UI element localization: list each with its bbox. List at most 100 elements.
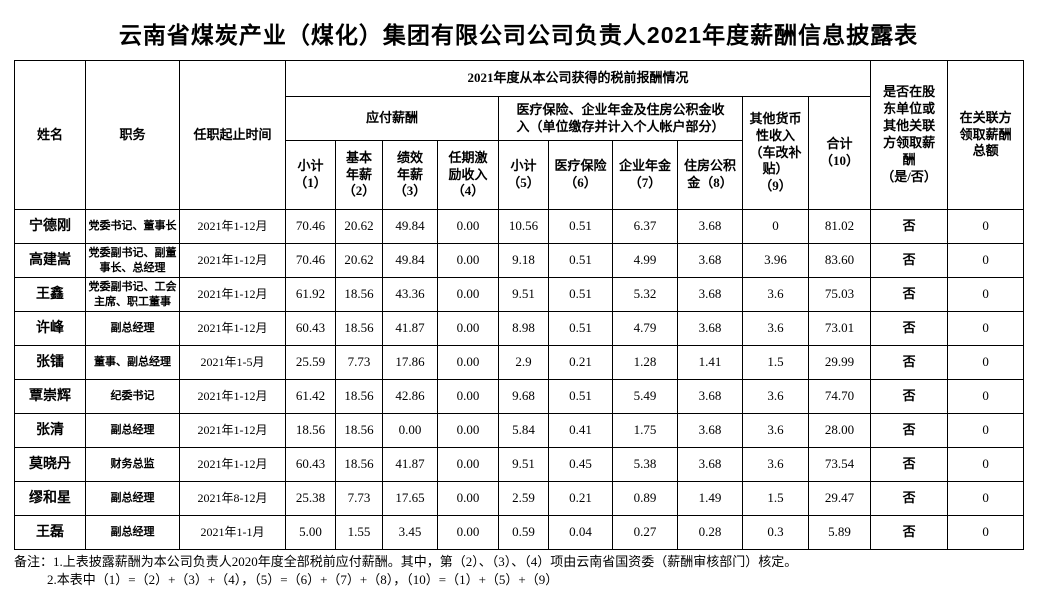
cell-base-salary: 20.62 <box>335 243 383 278</box>
col-header-housing-fund: 住房公积 金（8） <box>677 140 743 210</box>
table-row: 莫晓丹 财务总监 2021年1-12月 60.43 18.56 41.87 0.00 9.51… <box>14 447 1025 482</box>
col-header-tenure-incentive: 任期激 励收入 （4） <box>437 140 499 210</box>
cell-enterprise-annuity: 4.79 <box>612 311 678 346</box>
cell-name: 王鑫 <box>14 277 86 312</box>
col-header-enterprise-annuity: 企业年金 （7） <box>612 140 678 210</box>
col-header-related-flag: 是否在股 东单位或 其他关联 方领取薪 酬 （是/否） <box>870 60 949 210</box>
cell-related-party-amount: 0 <box>947 447 1025 482</box>
cell-housing-fund: 3.68 <box>677 277 743 312</box>
cell-term: 2021年8-12月 <box>179 481 286 516</box>
cell-medical-insurance: 0.51 <box>548 379 613 414</box>
cell-performance-salary: 0.00 <box>382 413 438 448</box>
table-row: 王磊 副总经理 2021年1-1月 5.00 1.55 3.45 0.00 0.59 0.04 0… <box>14 515 1025 550</box>
cell-name: 高建嵩 <box>14 243 86 278</box>
cell-medical-insurance: 0.21 <box>548 481 613 516</box>
cell-subtotal-5: 5.84 <box>498 413 549 448</box>
table-body: 宁德刚 党委书记、董事长 2021年1-12月 70.46 20.62 49.84 0.00… <box>14 209 1025 550</box>
cell-subtotal-1: 70.46 <box>285 243 336 278</box>
cell-related-party-amount: 0 <box>947 413 1025 448</box>
cell-medical-insurance: 0.21 <box>548 345 613 380</box>
cell-position: 党委副书记、工会主席、职工董事 <box>85 277 180 312</box>
cell-medical-insurance: 0.41 <box>548 413 613 448</box>
table-row: 宁德刚 党委书记、董事长 2021年1-12月 70.46 20.62 49.84 0.00… <box>14 209 1025 244</box>
cell-related-party-amount: 0 <box>947 515 1025 550</box>
cell-housing-fund: 3.68 <box>677 447 743 482</box>
cell-related-party-flag: 否 <box>870 379 949 414</box>
cell-subtotal-5: 9.51 <box>498 447 549 482</box>
cell-term: 2021年1-12月 <box>179 243 286 278</box>
cell-term: 2021年1-12月 <box>179 447 286 482</box>
note-line-1: 备注：1.上表披露薪酬为本公司负责人2020年度全部税前应付薪酬。其中，第（2）… <box>14 554 798 569</box>
col-header-position: 职务 <box>85 60 180 210</box>
cell-total: 75.03 <box>807 277 872 312</box>
cell-related-party-flag: 否 <box>870 447 949 482</box>
cell-term: 2021年1-12月 <box>179 209 286 244</box>
cell-subtotal-1: 25.59 <box>285 345 336 380</box>
table-row: 张清 副总经理 2021年1-12月 18.56 18.56 0.00 0.00 5.84 0.… <box>14 413 1025 448</box>
cell-related-party-amount: 0 <box>947 277 1025 312</box>
cell-term: 2021年1-1月 <box>179 515 286 550</box>
cell-term: 2021年1-12月 <box>179 277 286 312</box>
cell-name: 缪和星 <box>14 481 86 516</box>
cell-other-cash-income: 3.6 <box>742 311 809 346</box>
cell-other-cash-income: 0.3 <box>742 515 809 550</box>
cell-enterprise-annuity: 0.27 <box>612 515 678 550</box>
cell-related-party-amount: 0 <box>947 209 1025 244</box>
cell-related-party-amount: 0 <box>947 345 1025 380</box>
col-header-base-salary: 基本 年薪 （2） <box>335 140 383 210</box>
cell-position: 党委副书记、副董事长、总经理 <box>85 243 180 278</box>
cell-name: 张镭 <box>14 345 86 380</box>
cell-total: 29.99 <box>807 345 872 380</box>
cell-tenure-incentive: 0.00 <box>437 311 499 346</box>
cell-subtotal-5: 2.9 <box>498 345 549 380</box>
cell-tenure-incentive: 0.00 <box>437 447 499 482</box>
cell-tenure-incentive: 0.00 <box>437 243 499 278</box>
cell-position: 党委书记、董事长 <box>85 209 180 244</box>
cell-enterprise-annuity: 0.89 <box>612 481 678 516</box>
cell-other-cash-income: 3.6 <box>742 379 809 414</box>
cell-housing-fund: 0.28 <box>677 515 743 550</box>
table-row: 高建嵩 党委副书记、副董事长、总经理 2021年1-12月 70.46 20.62 49.… <box>14 243 1025 278</box>
table-row: 覃崇辉 纪委书记 2021年1-12月 61.42 18.56 42.86 0.00 9.68… <box>14 379 1025 414</box>
cell-other-cash-income: 3.6 <box>742 277 809 312</box>
col-header-payable-group: 应付薪酬 <box>285 96 499 141</box>
cell-other-cash-income: 0 <box>742 209 809 244</box>
cell-housing-fund: 3.68 <box>677 209 743 244</box>
cell-total: 74.70 <box>807 379 872 414</box>
cell-total: 81.02 <box>807 209 872 244</box>
cell-position: 副总经理 <box>85 413 180 448</box>
cell-enterprise-annuity: 5.38 <box>612 447 678 482</box>
cell-position: 副总经理 <box>85 311 180 346</box>
page-title: 云南省煤炭产业（煤化）集团有限公司公司负责人2021年度薪酬信息披露表 <box>118 22 919 48</box>
col-header-subtotal-5: 小计 （5） <box>498 140 549 210</box>
cell-performance-salary: 41.87 <box>382 447 438 482</box>
cell-performance-salary: 49.84 <box>382 209 438 244</box>
cell-subtotal-5: 0.59 <box>498 515 549 550</box>
cell-total: 83.60 <box>807 243 872 278</box>
cell-performance-salary: 17.65 <box>382 481 438 516</box>
cell-name: 宁德刚 <box>14 209 86 244</box>
cell-subtotal-5: 9.18 <box>498 243 549 278</box>
cell-subtotal-1: 18.56 <box>285 413 336 448</box>
cell-subtotal-1: 70.46 <box>285 209 336 244</box>
cell-related-party-flag: 否 <box>870 243 949 278</box>
cell-other-cash-income: 1.5 <box>742 481 809 516</box>
cell-base-salary: 1.55 <box>335 515 383 550</box>
cell-name: 王磊 <box>14 515 86 550</box>
cell-other-cash-income: 3.6 <box>742 447 809 482</box>
cell-enterprise-annuity: 1.75 <box>612 413 678 448</box>
cell-total: 73.01 <box>807 311 872 346</box>
col-header-medical-insurance: 医疗保险 （6） <box>548 140 613 210</box>
cell-total: 29.47 <box>807 481 872 516</box>
cell-enterprise-annuity: 6.37 <box>612 209 678 244</box>
cell-performance-salary: 41.87 <box>382 311 438 346</box>
cell-enterprise-annuity: 5.32 <box>612 277 678 312</box>
col-header-performance-salary: 绩效 年薪 （3） <box>382 140 438 210</box>
cell-enterprise-annuity: 5.49 <box>612 379 678 414</box>
cell-related-party-amount: 0 <box>947 243 1025 278</box>
cell-enterprise-annuity: 4.99 <box>612 243 678 278</box>
cell-name: 覃崇辉 <box>14 379 86 414</box>
col-header-name: 姓名 <box>14 60 86 210</box>
cell-medical-insurance: 0.51 <box>548 209 613 244</box>
